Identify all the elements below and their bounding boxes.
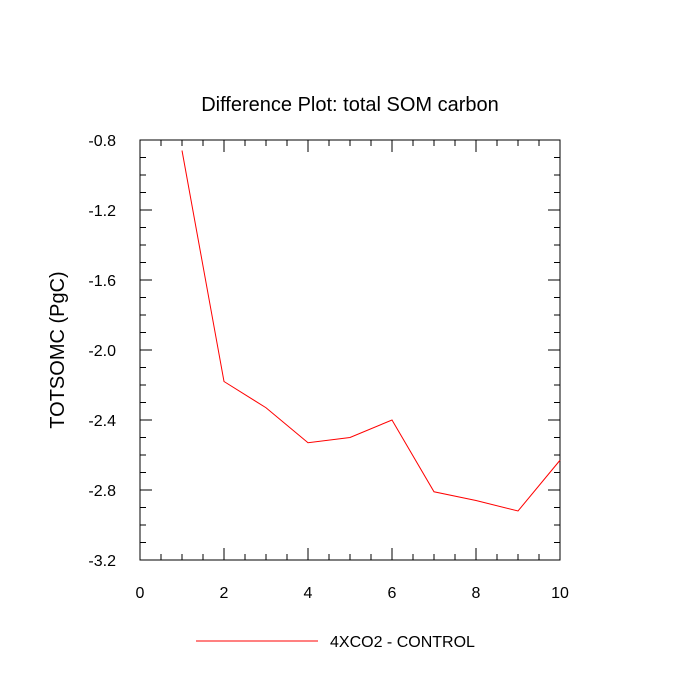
major-ticks <box>139 139 561 561</box>
x-tick-label: 6 <box>388 585 397 602</box>
legend: 4XCO2 - CONTROL <box>196 634 475 651</box>
x-tick-labels: 0 2 4 6 8 10 <box>136 585 569 602</box>
y-tick-label: -1.6 <box>88 273 116 290</box>
minor-ticks <box>140 140 560 560</box>
y-tick-label: -1.2 <box>88 203 116 220</box>
x-tick-label: 8 <box>472 585 481 602</box>
x-tick-label: 0 <box>136 585 145 602</box>
y-axis-label: TOTSOMC (PgC) <box>47 271 69 428</box>
x-tick-label: 2 <box>220 585 229 602</box>
y-tick-label: -2.4 <box>88 413 116 430</box>
y-tick-label: -3.2 <box>88 553 116 570</box>
series-points <box>181 150 561 512</box>
chart-title: Difference Plot: total SOM carbon <box>201 94 499 116</box>
legend-label: 4XCO2 - CONTROL <box>330 634 475 651</box>
plot-frame <box>139 139 561 561</box>
y-tick-labels: -0.8 -1.2 -1.6 -2.0 -2.4 -2.8 -3.2 <box>88 133 116 570</box>
series-line-4xco2-control <box>181 150 561 512</box>
y-tick-label: -2.8 <box>88 483 116 500</box>
x-tick-label: 10 <box>551 585 569 602</box>
x-tick-label: 4 <box>304 585 313 602</box>
y-tick-label: -0.8 <box>88 133 116 150</box>
y-tick-label: -2.0 <box>88 343 116 360</box>
